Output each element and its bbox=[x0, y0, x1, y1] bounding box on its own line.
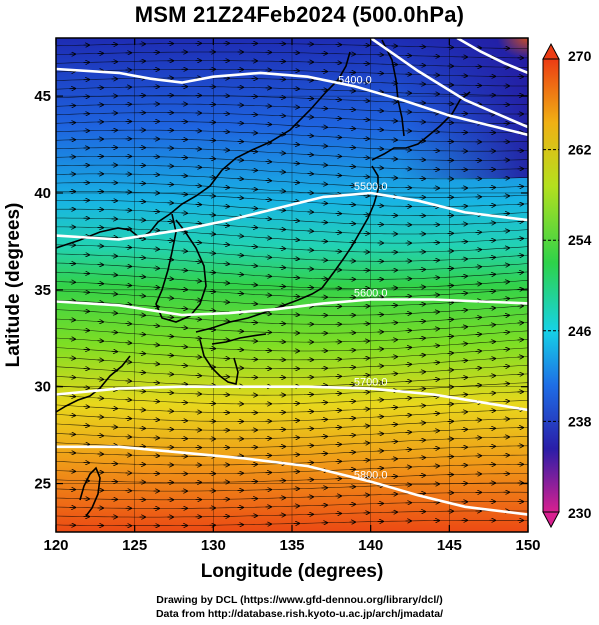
streamline bbox=[56, 156, 528, 170]
streamline bbox=[56, 445, 528, 457]
streamline bbox=[56, 121, 528, 133]
streamline bbox=[56, 138, 528, 152]
streamline bbox=[56, 464, 528, 474]
colorbar-ramp bbox=[542, 58, 560, 513]
colorbar-label: 230 bbox=[568, 505, 592, 521]
coastline-sakhalin bbox=[381, 39, 405, 137]
colorbar-label: 262 bbox=[568, 142, 592, 158]
plot-title: MSM 21Z24Feb2024 (500.0hPa) bbox=[134, 2, 465, 27]
x-tick-label: 120 bbox=[43, 537, 68, 554]
colorbar-label: 270 bbox=[568, 48, 592, 64]
streamline bbox=[56, 409, 528, 422]
x-tick-label: 125 bbox=[122, 537, 147, 554]
colorbar: 270 262 254 246 238 230 bbox=[542, 42, 592, 529]
contour-line bbox=[56, 191, 528, 241]
streamline bbox=[56, 103, 528, 115]
x-tick-label: 145 bbox=[437, 537, 462, 554]
coastlines bbox=[56, 39, 471, 517]
colorbar-label: 238 bbox=[568, 413, 592, 429]
streamline bbox=[56, 391, 528, 405]
x-tick-label: 150 bbox=[515, 537, 540, 554]
contour-line bbox=[56, 445, 528, 516]
height-contours: 5400.0 5500.0 5600.0 5700.0 5800.0 bbox=[56, 38, 528, 516]
colorbar-ticks: 270 262 254 246 238 230 bbox=[543, 48, 592, 521]
contour-line bbox=[369, 38, 528, 129]
y-axis-title: Latitude (degrees) bbox=[3, 203, 24, 368]
contour-label: 5600.0 bbox=[354, 288, 388, 300]
y-tick-label: 40 bbox=[34, 185, 51, 202]
contour-line bbox=[56, 385, 528, 412]
streamline bbox=[56, 262, 528, 280]
wind-streamlines bbox=[56, 43, 528, 525]
colorbar-label: 254 bbox=[568, 232, 592, 248]
contour-label: 5400.0 bbox=[338, 74, 372, 86]
colorbar-label: 246 bbox=[568, 323, 592, 339]
x-tick-label: 130 bbox=[201, 537, 226, 554]
contour-line bbox=[456, 38, 528, 75]
streamline bbox=[56, 86, 528, 96]
coastline-hokkaido bbox=[371, 91, 471, 161]
x-tick-label: 135 bbox=[279, 537, 304, 554]
streamline bbox=[56, 318, 528, 334]
credit-data: Data from http://database.rish.kyoto-u.a… bbox=[155, 608, 444, 620]
axis-ticks: 120 125 130 135 140 145 150 25 30 35 40 45 bbox=[34, 38, 541, 554]
contour-line bbox=[56, 298, 528, 317]
streamline bbox=[56, 51, 528, 59]
y-tick-label: 25 bbox=[34, 476, 51, 493]
y-tick-label: 30 bbox=[34, 379, 51, 396]
coastline-taiwan bbox=[79, 466, 101, 517]
streamline bbox=[56, 356, 528, 369]
streamline bbox=[56, 482, 528, 492]
contour-label: 5700.0 bbox=[354, 377, 388, 389]
y-tick-label: 45 bbox=[34, 88, 51, 105]
colorbar-top-triangle bbox=[542, 42, 560, 60]
contour-label: 5800.0 bbox=[354, 470, 388, 482]
contour-line bbox=[56, 67, 528, 137]
streamline bbox=[56, 244, 528, 262]
y-tick-label: 35 bbox=[34, 282, 51, 299]
credit-drawing: Drawing by DCL (https://www.gfd-dennou.o… bbox=[156, 594, 443, 606]
streamline bbox=[56, 173, 528, 189]
streamline bbox=[56, 299, 528, 316]
coastline-korea-china bbox=[56, 51, 351, 323]
streamline bbox=[56, 427, 528, 440]
x-axis-title: Longitude (degrees) bbox=[201, 561, 384, 582]
colorbar-bottom-triangle bbox=[542, 511, 560, 529]
coastline-japan-honshu bbox=[195, 165, 379, 385]
streamline bbox=[56, 281, 528, 298]
streamline bbox=[56, 191, 528, 207]
streamline bbox=[56, 208, 528, 226]
streamline bbox=[56, 337, 528, 352]
streamline bbox=[56, 69, 528, 77]
contour-label: 5500.0 bbox=[354, 181, 388, 193]
x-tick-label: 140 bbox=[358, 537, 383, 554]
streamline bbox=[56, 226, 528, 244]
